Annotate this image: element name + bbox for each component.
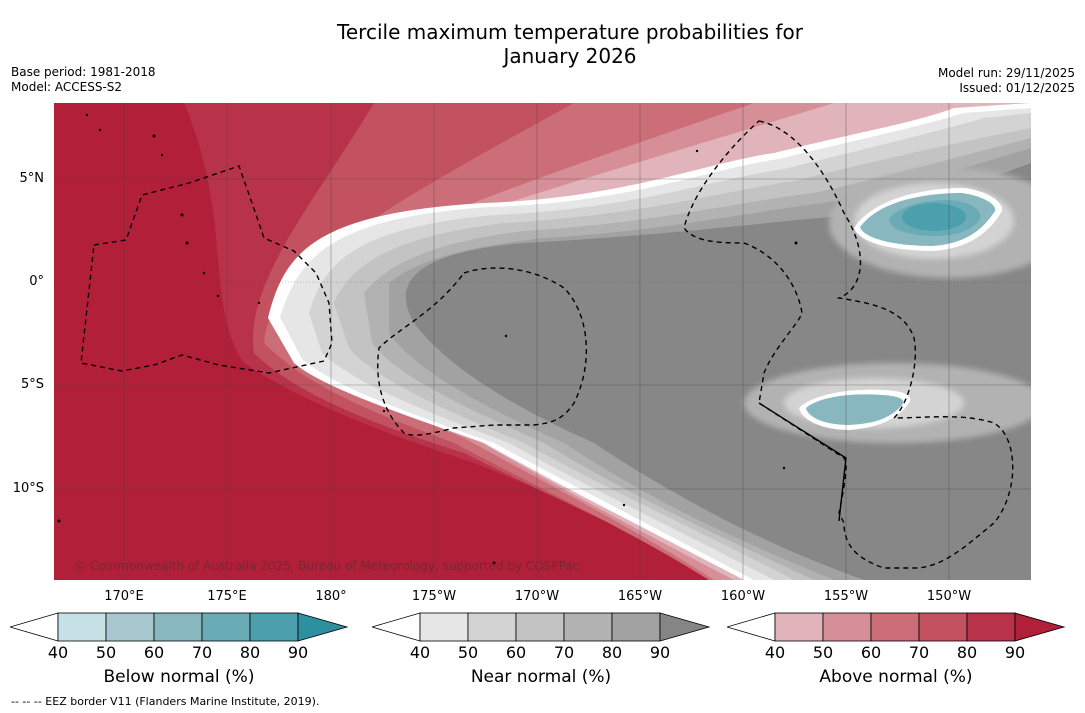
above-tick-70: 70: [899, 643, 939, 662]
lon-label-175e: 175°E: [187, 589, 267, 604]
lon-label-155w: 155°W: [806, 589, 886, 604]
above-normal-label: Above normal (%): [746, 667, 1046, 687]
near-tick-90: 90: [640, 643, 680, 662]
above-colorbar-segment-3: [919, 613, 967, 641]
below-tick-40: 40: [38, 643, 78, 662]
above-colorbar-segment-2: [871, 613, 919, 641]
map-canvas: [54, 103, 1031, 580]
issued-date: Issued: 01/12/2025: [938, 81, 1075, 96]
lat-label-5s: 5°S: [0, 377, 44, 392]
above-colorbar-segment-4: [967, 613, 1015, 641]
above-colorbar-segment-5: [1015, 613, 1064, 641]
below-normal-80-region-north: [902, 203, 966, 231]
lon-label-150w: 150°W: [909, 589, 989, 604]
near-colorbar-segment-3: [564, 613, 612, 641]
near-tick-50: 50: [448, 643, 488, 662]
colorbar-near-normal: [372, 612, 712, 644]
below-colorbar-segment-1: [106, 613, 154, 641]
lat-label-10s: 10°S: [0, 481, 44, 496]
above-tick-60: 60: [851, 643, 891, 662]
near-tick-40: 40: [400, 643, 440, 662]
above-colorbar-segment-0: [775, 613, 823, 641]
near-normal-label: Near normal (%): [391, 667, 691, 687]
map-title-line-2: January 2026: [0, 44, 1085, 68]
below-tick-60: 60: [134, 643, 174, 662]
above-tick-50: 50: [803, 643, 843, 662]
below-colorbar-segment-3: [202, 613, 250, 641]
lat-label-0: 0°: [0, 274, 44, 289]
below-tick-50: 50: [86, 643, 126, 662]
lon-label-170e: 170°E: [84, 589, 164, 604]
map-title-line-1: Tercile maximum temperature probabilitie…: [0, 20, 1085, 44]
below-colorbar-segment-4: [250, 613, 298, 641]
near-colorbar-segment-0: [420, 613, 468, 641]
colorbar-below-normal: [10, 612, 350, 644]
above-colorbar-segment-1: [823, 613, 871, 641]
below-normal-label: Below normal (%): [29, 667, 329, 687]
below-tick-70: 70: [182, 643, 222, 662]
near-colorbar-segment-4: [612, 613, 660, 641]
below-colorbar-segment-2: [154, 613, 202, 641]
model-name: Model: ACCESS-S2: [11, 80, 156, 95]
model-run: Model run: 29/11/2025: [938, 66, 1075, 81]
copyright-notice: © Commonwealth of Australia 2025, Bureau…: [74, 559, 579, 573]
lon-label-165w: 165°W: [600, 589, 680, 604]
near-tick-80: 80: [592, 643, 632, 662]
map-title: Tercile maximum temperature probabilitie…: [0, 20, 1085, 68]
near-colorbar-segment-5: [660, 613, 709, 641]
near-colorbar-segment-1: [468, 613, 516, 641]
probability-map: [54, 103, 1031, 580]
below-colorbar-segment-5: [298, 613, 347, 641]
near-colorbar-segment-2: [516, 613, 564, 641]
near-tick-70: 70: [544, 643, 584, 662]
above-tick-40: 40: [755, 643, 795, 662]
meta-left: Base period: 1981-2018 Model: ACCESS-S2: [11, 65, 156, 95]
near-tick-60: 60: [496, 643, 536, 662]
lon-label-175w: 175°W: [394, 589, 474, 604]
base-period: Base period: 1981-2018: [11, 65, 156, 80]
above-tick-80: 80: [947, 643, 987, 662]
lon-label-160w: 160°W: [703, 589, 783, 604]
above-tick-90: 90: [995, 643, 1035, 662]
below-colorbar-segment-0: [58, 613, 106, 641]
lon-label-180: 180°: [291, 589, 371, 604]
below-tick-80: 80: [230, 643, 270, 662]
lon-label-170w: 170°W: [497, 589, 577, 604]
lat-label-5n: 5°N: [0, 171, 44, 186]
meta-right: Model run: 29/11/2025 Issued: 01/12/2025: [938, 66, 1075, 96]
colorbar-above-normal: [727, 612, 1067, 644]
eez-note: -- -- -- EEZ border V11 (Flanders Marine…: [11, 695, 319, 708]
below-tick-90: 90: [278, 643, 318, 662]
